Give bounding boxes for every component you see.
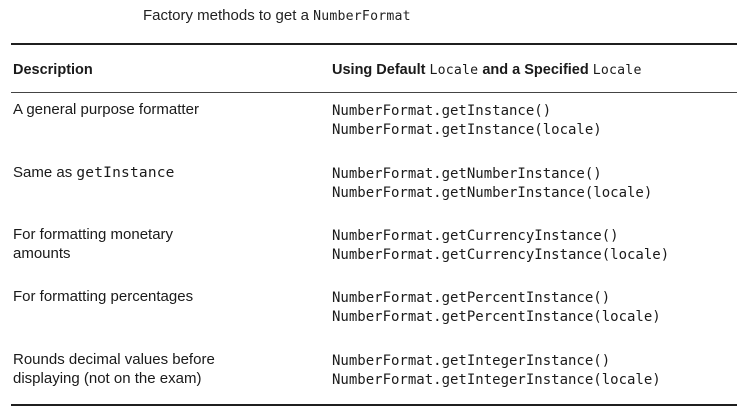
header-usage-prefix: Using Default — [332, 62, 430, 78]
header-usage-middle: and a Specified — [478, 62, 593, 78]
row-usage: NumberFormat.getInstance() NumberFormat.… — [332, 102, 602, 140]
usage-specified-locale: NumberFormat.getInstance(locale) — [332, 122, 602, 138]
row-description-text: Same as — [13, 164, 77, 181]
usage-specified-locale: NumberFormat.getCurrencyInstance(locale) — [332, 247, 670, 263]
table-row: For formatting percentages NumberFormat.… — [0, 287, 752, 333]
row-description-text: For formatting percentages — [13, 288, 194, 305]
row-description: Rounds decimal values before displaying … — [13, 350, 263, 388]
row-usage: NumberFormat.getCurrencyInstance() Numbe… — [332, 227, 669, 265]
row-description: A general purpose formatter — [13, 100, 313, 119]
header-description: Description — [13, 62, 93, 78]
row-description-code: getInstance — [76, 165, 175, 181]
header-usage: Using Default Locale and a Specified Loc… — [332, 60, 642, 81]
row-description-text: Rounds decimal values before displaying … — [13, 351, 215, 387]
usage-specified-locale: NumberFormat.getPercentInstance(locale) — [332, 309, 661, 325]
row-usage: NumberFormat.getPercentInstance() Number… — [332, 289, 661, 327]
usage-default-locale: NumberFormat.getCurrencyInstance() — [332, 228, 619, 244]
table-top-rule — [11, 43, 737, 45]
row-description-text: For formatting monetary amounts — [13, 226, 174, 262]
table-caption: Factory methods to get a NumberFormat — [143, 6, 411, 27]
usage-default-locale: NumberFormat.getInstance() — [332, 103, 552, 119]
usage-default-locale: NumberFormat.getNumberInstance() — [332, 166, 602, 182]
caption-code: NumberFormat — [313, 9, 411, 24]
caption-text: Factory methods to get a — [143, 7, 314, 24]
table-row: Rounds decimal values before displaying … — [0, 350, 752, 396]
table-header: Description Using Default Locale and a S… — [0, 60, 752, 84]
header-usage-code-1: Locale — [429, 63, 479, 78]
usage-specified-locale: NumberFormat.getIntegerInstance(locale) — [332, 372, 661, 388]
row-description: Same as getInstance — [13, 163, 313, 183]
table-bottom-rule — [11, 404, 737, 406]
usage-default-locale: NumberFormat.getPercentInstance() — [332, 290, 611, 306]
usage-default-locale: NumberFormat.getIntegerInstance() — [332, 353, 611, 369]
row-description: For formatting percentages — [13, 287, 313, 306]
row-description-text: A general purpose formatter — [13, 101, 199, 118]
row-description: For formatting monetary amounts — [13, 225, 223, 263]
table-row: A general purpose formatter NumberFormat… — [0, 100, 752, 146]
table-row: Same as getInstance NumberFormat.getNumb… — [0, 163, 752, 209]
row-usage: NumberFormat.getNumberInstance() NumberF… — [332, 165, 652, 203]
row-usage: NumberFormat.getIntegerInstance() Number… — [332, 352, 661, 390]
table-row: For formatting monetary amounts NumberFo… — [0, 225, 752, 271]
table-header-rule — [11, 92, 737, 93]
header-usage-code-2: Locale — [592, 63, 642, 78]
usage-specified-locale: NumberFormat.getNumberInstance(locale) — [332, 185, 653, 201]
